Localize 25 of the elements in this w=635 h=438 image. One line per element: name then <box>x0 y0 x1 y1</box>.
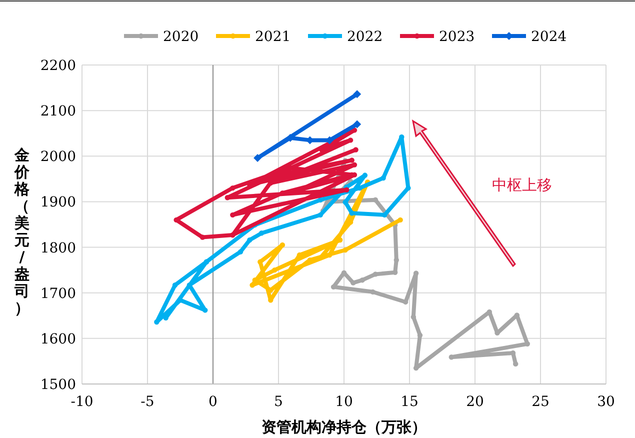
text: 金价格（美元/盎司） <box>14 146 30 317</box>
x-tick-label: -5 <box>140 394 154 410</box>
x-tick-label: -10 <box>70 394 94 410</box>
x-tick-label: 20 <box>466 394 484 410</box>
y-tick-label: 1600 <box>40 331 76 348</box>
y-tick-label: 1700 <box>40 286 76 302</box>
legend-label: 2022 <box>347 29 383 45</box>
y-tick-label: 1500 <box>40 377 76 393</box>
y-tick-label: 2100 <box>40 104 76 120</box>
legend-label: 2020 <box>163 29 199 45</box>
x-tick-label: 0 <box>208 394 218 410</box>
legend-label: 2023 <box>439 29 475 45</box>
x-tick-label: 15 <box>400 394 418 410</box>
annotation: 中枢上移 <box>492 176 552 194</box>
y-tick-label: 2200 <box>40 58 76 74</box>
x-tick-label: 25 <box>532 394 550 410</box>
x-tick-label: 30 <box>597 394 615 410</box>
y-tick-label: 1800 <box>40 240 76 256</box>
y-tick-label: 1900 <box>40 194 76 211</box>
x-tick-label: 10 <box>335 394 353 410</box>
legend-label: 2021 <box>255 29 291 45</box>
x-tick-label: 5 <box>274 394 283 410</box>
legend-label: 2024 <box>531 29 567 45</box>
x-axis-title: 资管机构净持仓（万张） <box>262 418 426 436</box>
y-tick-label: 2000 <box>40 149 76 166</box>
